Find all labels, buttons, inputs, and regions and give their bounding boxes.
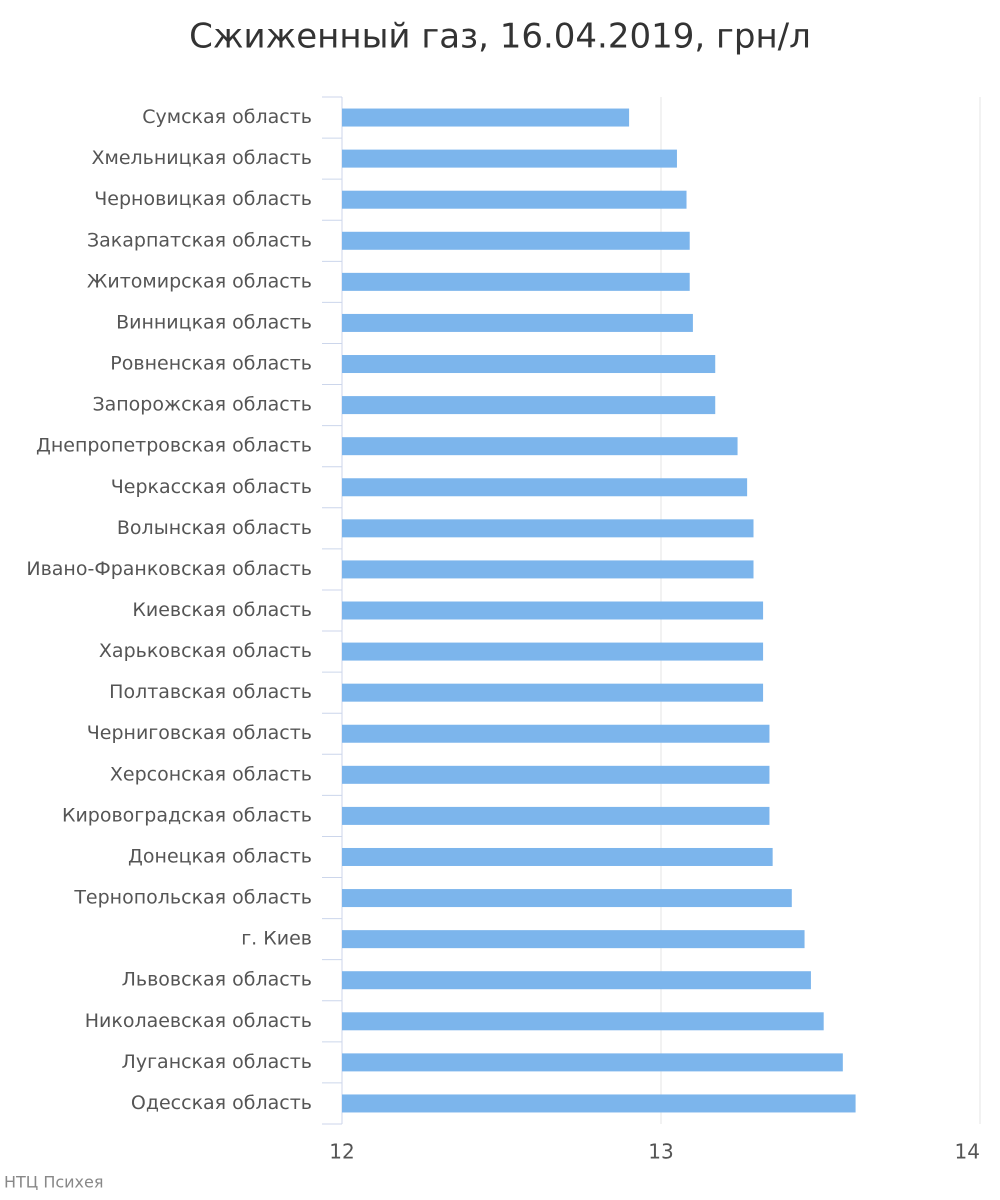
bar (342, 930, 805, 949)
y-tick-label: Черновицкая область (94, 188, 312, 210)
bar (342, 642, 764, 661)
bar (342, 971, 811, 990)
y-tick-label: Винницкая область (116, 311, 312, 333)
bar (342, 806, 770, 825)
chart-title: Сжиженный газ, 16.04.2019, грн/л (189, 17, 811, 57)
bar (342, 889, 792, 908)
bar (342, 765, 770, 784)
y-tick-label: Волынская область (117, 517, 312, 539)
bar (342, 437, 738, 456)
x-tick-label: 14 (955, 1140, 980, 1164)
bar (342, 355, 716, 374)
x-tick-label: 13 (648, 1140, 673, 1164)
bar (342, 108, 630, 127)
bar (342, 601, 764, 620)
y-tick-label: Полтавская область (109, 681, 312, 703)
bar (342, 396, 716, 415)
y-tick-label: Закарпатская область (87, 229, 312, 251)
bar (342, 1053, 843, 1072)
bar (342, 231, 690, 250)
bar (342, 190, 687, 209)
y-tick-label: Ровненская область (110, 353, 312, 375)
y-tick-label: Ивано-Франковская область (26, 558, 312, 580)
y-tick-label: Житомирская область (87, 270, 312, 292)
bar (342, 272, 690, 291)
bar (342, 1094, 856, 1113)
y-tick-label: Харьковская область (99, 640, 312, 662)
bar (342, 1012, 824, 1031)
bar (342, 478, 748, 497)
y-tick-label: Донецкая область (128, 845, 312, 867)
y-tick-label: Хмельницкая область (91, 147, 312, 169)
source: НТЦ Психея (4, 1173, 103, 1192)
y-tick-label: Днепропетровская область (36, 435, 312, 457)
y-tick-label: Луганская область (122, 1051, 312, 1073)
y-tick-label: Львовская область (122, 969, 312, 991)
y-tick-label: Николаевская область (85, 1010, 312, 1032)
bar (342, 724, 770, 743)
y-tick-label: Сумская область (142, 106, 312, 128)
y-tick-label: Тернопольская область (73, 887, 312, 909)
bar (342, 683, 764, 702)
y-tick-label: Кировоградская область (62, 804, 312, 826)
y-tick-label: Черниговская область (87, 722, 312, 744)
y-tick-label: Запорожская область (92, 394, 312, 416)
y-tick-label: г. Киев (241, 928, 312, 950)
y-tick-label: Черкасская область (111, 476, 312, 498)
x-tick-label: 12 (329, 1140, 354, 1164)
bar (342, 560, 754, 579)
bar (342, 313, 693, 332)
bar (342, 847, 773, 866)
y-tick-label: Одесская область (131, 1092, 312, 1114)
bar (342, 149, 677, 168)
y-tick-label: Киевская область (132, 599, 312, 621)
y-tick-label: Херсонская область (110, 763, 312, 785)
bar (342, 519, 754, 538)
